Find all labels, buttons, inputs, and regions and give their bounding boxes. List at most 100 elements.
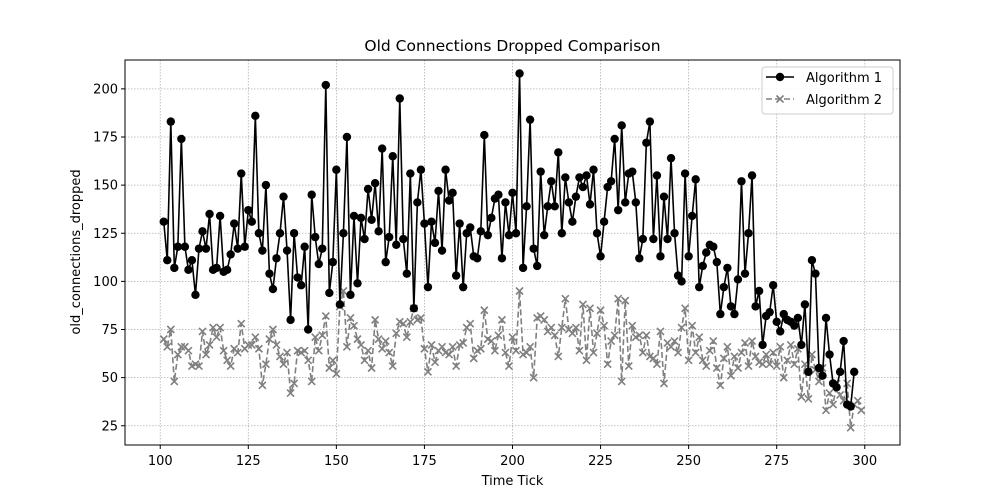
data-point xyxy=(469,354,478,363)
data-point xyxy=(501,348,510,357)
data-point xyxy=(223,356,232,365)
data-point xyxy=(318,331,327,340)
data-point xyxy=(747,336,757,346)
data-point xyxy=(191,290,200,300)
data-point xyxy=(392,329,401,338)
data-point xyxy=(543,202,552,211)
data-point xyxy=(423,367,433,376)
data-point xyxy=(258,381,267,390)
data-point xyxy=(740,338,750,348)
data-point xyxy=(353,279,362,288)
data-point xyxy=(656,252,665,261)
data-point xyxy=(529,244,538,253)
data-point xyxy=(444,196,454,205)
data-point xyxy=(723,263,732,273)
data-point xyxy=(846,423,855,432)
data-point xyxy=(430,238,440,248)
data-point xyxy=(821,313,831,323)
data-point xyxy=(617,377,626,386)
data-point xyxy=(261,180,271,190)
data-point xyxy=(251,333,260,342)
data-point xyxy=(325,288,334,298)
data-point xyxy=(437,246,447,255)
data-point xyxy=(744,362,753,371)
data-point xyxy=(596,252,605,261)
data-point xyxy=(832,383,841,392)
data-point xyxy=(170,377,179,386)
data-point xyxy=(793,313,803,323)
data-point xyxy=(402,333,411,342)
data-point xyxy=(244,340,253,349)
legend-label-algorithm-1: Algorithm 1 xyxy=(806,71,882,86)
data-point xyxy=(638,234,648,244)
data-point xyxy=(649,234,658,244)
series-algorithm-2 xyxy=(159,286,866,432)
data-point xyxy=(459,338,468,348)
data-point xyxy=(638,348,647,357)
data-point xyxy=(289,229,299,238)
data-point xyxy=(779,373,788,382)
data-point xyxy=(374,335,383,344)
data-point xyxy=(578,182,588,192)
data-point xyxy=(568,217,577,226)
data-point xyxy=(215,211,225,221)
data-point xyxy=(201,244,211,253)
data-point xyxy=(621,296,630,305)
y-tick-label: 75 xyxy=(101,323,118,338)
data-point xyxy=(360,356,369,365)
data-point xyxy=(607,336,616,346)
data-point xyxy=(557,323,566,332)
data-point xyxy=(198,227,207,236)
data-point xyxy=(275,229,285,238)
data-point xyxy=(212,263,221,273)
data-point xyxy=(726,302,736,311)
data-point xyxy=(610,331,619,340)
data-point xyxy=(532,261,542,271)
data-point xyxy=(184,346,193,355)
data-point xyxy=(490,346,499,355)
data-point xyxy=(790,360,799,369)
data-point xyxy=(268,284,278,294)
data-point xyxy=(691,348,700,357)
data-point xyxy=(198,327,207,336)
data-point xyxy=(177,342,186,351)
data-point xyxy=(821,406,831,415)
data-point xyxy=(300,242,309,251)
data-point xyxy=(434,186,443,196)
data-point xyxy=(420,219,429,228)
data-point xyxy=(825,388,834,398)
data-point xyxy=(596,306,605,315)
data-point xyxy=(247,340,256,349)
data-point xyxy=(501,198,510,207)
data-point xyxy=(504,230,514,240)
data-point xyxy=(445,350,454,359)
data-point xyxy=(216,323,225,332)
data-point xyxy=(455,219,464,228)
data-point xyxy=(631,198,640,207)
data-point xyxy=(508,188,517,198)
data-point xyxy=(349,211,359,221)
data-point xyxy=(286,388,295,398)
x-tick-label: 175 xyxy=(412,454,437,469)
data-point xyxy=(265,335,274,344)
data-point xyxy=(342,132,352,142)
data-point xyxy=(356,213,366,223)
data-point xyxy=(705,346,714,355)
data-point xyxy=(599,217,609,226)
data-point xyxy=(695,282,704,292)
data-point xyxy=(776,327,785,336)
data-point xyxy=(652,360,661,369)
data-point xyxy=(483,230,493,240)
x-tick-label: 100 xyxy=(148,454,173,469)
data-point xyxy=(159,335,168,344)
data-point xyxy=(307,377,316,386)
data-point xyxy=(635,331,644,340)
data-point xyxy=(691,175,700,184)
data-point xyxy=(392,240,401,249)
data-point xyxy=(437,342,447,351)
data-point xyxy=(677,323,686,332)
data-point xyxy=(254,344,263,353)
axis-ticks: 100 125 150 175 200 225 250 275 300 25 50 75 100 125 1… xyxy=(93,82,877,469)
data-point xyxy=(321,311,330,321)
